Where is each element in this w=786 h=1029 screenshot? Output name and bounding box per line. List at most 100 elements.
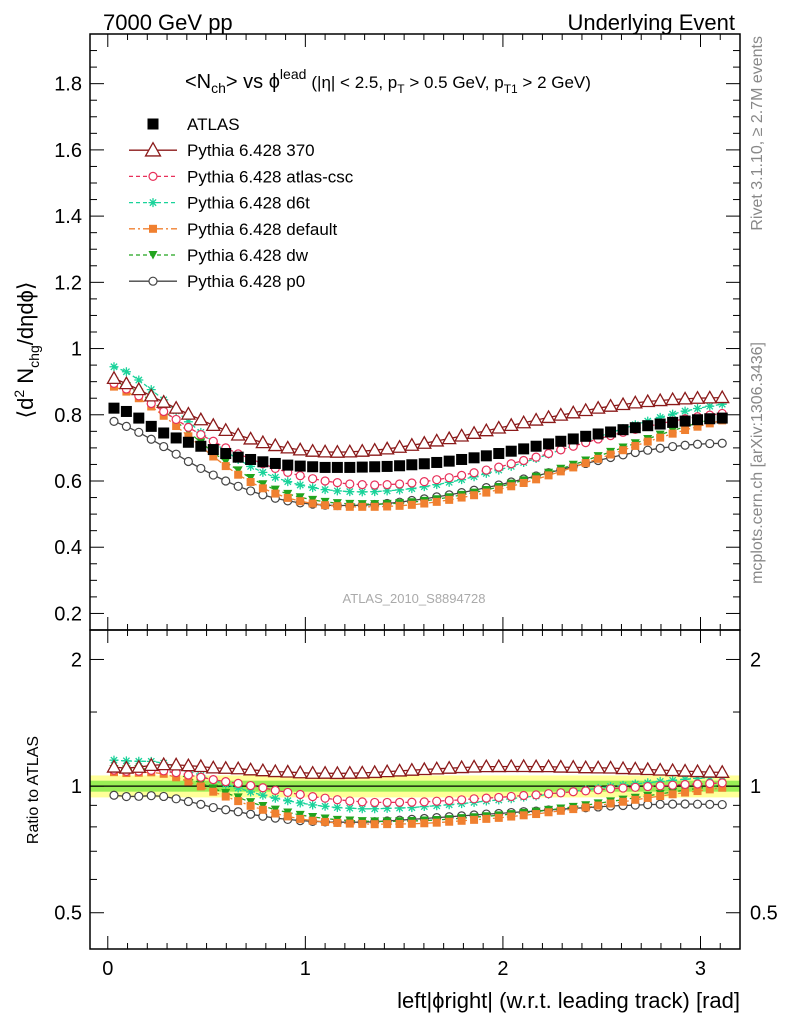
y-tick-label: 0.8 — [54, 405, 82, 427]
data-point-atlas — [555, 435, 567, 447]
side-text-rivet: Rivet 3.1.10, ≥ 2.7M events — [749, 36, 766, 231]
data-point-d6t — [432, 480, 442, 490]
ratio-point-p370 — [193, 758, 209, 773]
ratio-point-p370 — [429, 761, 445, 775]
ratio-point-p0 — [655, 799, 665, 809]
ratio-point-p370 — [714, 764, 730, 778]
ratio-point-p370 — [404, 762, 420, 776]
data-point-atlas — [605, 426, 617, 438]
data-point-p370 — [267, 437, 283, 452]
data-point-dw — [233, 466, 243, 475]
data-point-p370 — [292, 442, 308, 456]
data-point-p370 — [180, 406, 197, 420]
data-point-atlas — [543, 438, 555, 450]
data-point-default — [308, 499, 317, 508]
ratio-point-default — [395, 819, 404, 828]
data-point-default — [258, 484, 267, 493]
data-point-p370 — [193, 411, 209, 426]
data-point-atlas — [704, 413, 716, 425]
data-point-p370 — [491, 420, 507, 434]
series-p370 — [106, 370, 730, 458]
ratio-point-default — [556, 806, 565, 815]
data-point-p0 — [171, 449, 181, 459]
data-point-d6t — [717, 399, 727, 409]
data-point-d6t — [705, 401, 715, 411]
ratio-point-p0 — [183, 796, 193, 807]
ratio-point-p370 — [652, 762, 668, 776]
data-point-p370 — [689, 390, 706, 404]
y-tick-label: 1 — [71, 339, 82, 361]
data-point-atlas_csc — [457, 470, 467, 480]
ratio-point-p370 — [553, 759, 569, 773]
data-point-d6t — [246, 461, 256, 471]
data-point-atlas_csc — [519, 455, 529, 466]
data-point-atlas_csc — [494, 462, 504, 472]
data-point-p0 — [643, 445, 653, 455]
ratio-point-atlas_csc — [618, 783, 628, 793]
data-point-d6t — [668, 409, 678, 419]
data-point-default — [420, 499, 429, 508]
ratio-point-atlas_csc — [581, 786, 591, 796]
ratio-point-p0 — [668, 799, 678, 809]
ratio-point-d6t — [370, 804, 380, 814]
ratio-point-default — [457, 816, 466, 825]
data-point-atlas_csc — [308, 474, 318, 484]
data-point-default — [457, 493, 466, 502]
data-point-p370 — [503, 417, 519, 432]
data-point-p370 — [516, 414, 532, 429]
data-point-atlas_csc — [332, 478, 342, 488]
data-point-atlas_csc — [481, 465, 491, 475]
ratio-point-p0 — [680, 799, 690, 809]
ratio-series-default — [109, 768, 727, 829]
ratio-point-atlas_csc — [295, 789, 305, 800]
data-point-atlas — [307, 461, 319, 473]
ratio-point-default — [482, 814, 491, 823]
data-point-d6t — [270, 472, 280, 482]
data-point-d6t — [345, 487, 355, 497]
ratio-point-atlas_csc — [593, 785, 603, 795]
ratio-point-p370 — [540, 758, 557, 773]
x-axis-label: left|ϕright| (w.r.t. leading track) [rad… — [397, 988, 740, 1013]
data-point-p370 — [205, 417, 221, 432]
ratio-point-atlas_csc — [382, 797, 392, 808]
ratio-point-p370 — [454, 759, 470, 774]
ratio-point-p370 — [292, 764, 308, 779]
data-point-atlas_csc — [370, 480, 380, 490]
ratio-point-default — [196, 782, 205, 791]
data-point-p370 — [528, 412, 544, 426]
data-point-atlas — [158, 427, 170, 439]
ratio-point-atlas_csc — [519, 790, 529, 801]
data-point-default — [594, 454, 603, 463]
ratio-point-p0 — [159, 791, 169, 802]
plot-title: <Nch> vs ϕlead (|η| < 2.5, pT > 0.5 GeV, … — [185, 66, 591, 96]
lower-frame — [89, 629, 741, 950]
ratio-point-p0 — [717, 799, 727, 810]
data-point-atlas_csc — [320, 476, 330, 486]
ratio-point-atlas_csc — [680, 779, 690, 790]
data-point-default — [556, 467, 565, 476]
data-point-p370 — [615, 396, 631, 411]
ratio-point-default — [594, 801, 603, 810]
data-point-atlas_csc — [345, 479, 355, 489]
data-point-default — [656, 433, 665, 442]
data-point-p370 — [441, 430, 457, 445]
ratio-point-default — [271, 809, 280, 818]
data-point-p370 — [218, 422, 234, 436]
ratio-point-d6t — [345, 803, 355, 813]
ratio-point-d6t — [419, 802, 429, 812]
ratio-point-p370 — [528, 758, 544, 773]
legend-label-p370: Pythia 6.428 370 — [187, 141, 315, 160]
ratio-point-default — [494, 813, 503, 822]
ratio-point-atlas_csc — [717, 778, 727, 788]
legend-marker-dw — [148, 251, 158, 260]
ratio-point-d6t — [233, 783, 243, 793]
data-point-default — [681, 426, 690, 435]
ratio-point-p0 — [134, 791, 144, 801]
data-point-atlas_csc — [196, 430, 206, 440]
ratio-point-p370 — [416, 761, 432, 776]
ratio-point-atlas_csc — [221, 777, 231, 787]
ratio-point-p370 — [305, 765, 321, 779]
ratio-tick-label: 1 — [71, 776, 82, 798]
ratio-point-default — [718, 783, 727, 792]
